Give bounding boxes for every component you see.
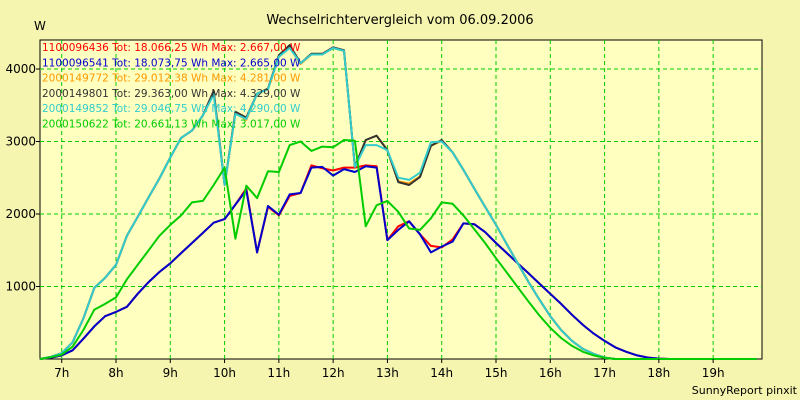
- x-tick-label: 16h: [539, 366, 562, 380]
- x-tick-label: 14h: [430, 366, 453, 380]
- x-tick-label: 11h: [267, 366, 290, 380]
- x-tick-label: 19h: [702, 366, 725, 380]
- x-tick-label: 12h: [322, 366, 345, 380]
- gridlines: [40, 40, 762, 359]
- y-tick-label: 4000: [5, 62, 36, 76]
- series-line-2: [39, 165, 757, 360]
- legend-entry-3: 2000149772 Tot: 29.012,38 Wh Max: 4.281,…: [42, 73, 301, 85]
- x-tick-label: 17h: [593, 366, 616, 380]
- axis-ticks: 1000 2000 3000 4000 7h 8h 9h 10h 11h 12h 13h 14h 15h…: [5, 62, 724, 380]
- legend-entry-4: 2000149801 Tot: 29.363,00 Wh Max: 4.329,…: [42, 88, 301, 100]
- y-tick-label: 1000: [5, 280, 36, 294]
- x-tick-label: 15h: [485, 366, 508, 380]
- x-tick-label: 8h: [108, 366, 123, 380]
- x-tick-label: 7h: [54, 366, 69, 380]
- x-tick-label: 10h: [213, 366, 236, 380]
- series-line-6: [39, 139, 757, 360]
- y-axis-label: W: [34, 19, 46, 33]
- x-tick-label: 18h: [647, 366, 670, 380]
- y-tick-label: 3000: [5, 135, 36, 149]
- legend-entry-5: 2000149852 Tot: 29.046,75 Wh Max: 4.290,…: [42, 103, 301, 115]
- legend: 1100096436 Tot: 18.066,25 Wh Max: 2.667,…: [42, 42, 301, 131]
- x-tick-label: 13h: [376, 366, 399, 380]
- legend-entry-2: 1100096541 Tot: 18.073,75 Wh Max: 2.665,…: [42, 57, 301, 69]
- x-tick-label: 9h: [163, 366, 178, 380]
- y-tick-label: 2000: [5, 207, 36, 221]
- legend-entry-1: 1100096436 Tot: 18.066,25 Wh Max: 2.667,…: [42, 42, 301, 54]
- series-lines: [39, 44, 757, 360]
- chart-title: Wechselrichtervergleich vom 06.09.2006: [266, 13, 533, 28]
- legend-entry-6: 2000150622 Tot: 20.661,13 Wh Max: 3.017,…: [42, 119, 301, 131]
- plot-area: [39, 39, 763, 360]
- footer-credit: SunnyReport pinxit: [692, 384, 798, 397]
